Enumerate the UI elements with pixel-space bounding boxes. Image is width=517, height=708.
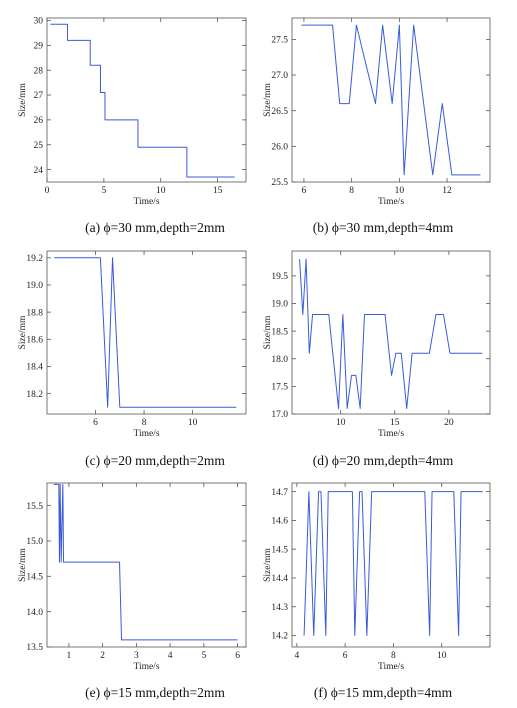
y-tick-label-f: 14.3 [271, 603, 288, 613]
x-tick-label-d: 15 [390, 418, 400, 428]
x-tick-label-b: 6 [302, 186, 307, 196]
y-tick-label-f: 14.6 [271, 517, 288, 527]
x-tick-label-f: 8 [391, 651, 396, 661]
y-tick-label-f: 14.4 [271, 574, 288, 584]
x-tick-label-c: 10 [188, 418, 198, 428]
y-tick-label-f: 14.7 [271, 488, 288, 498]
plot-frame-f [291, 482, 491, 648]
y-tick-label-e: 14.5 [26, 573, 43, 583]
caption-c: (c) ϕ=20 mm,depth=2mm [85, 453, 225, 468]
x-tick-label-a: 5 [101, 186, 106, 196]
x-tick-label-b: 10 [395, 186, 405, 196]
y-tick-label-d: 18.0 [271, 355, 288, 365]
x-tick-label-e: 2 [100, 651, 105, 661]
series-line-e [53, 483, 238, 641]
x-tick-label-e: 4 [168, 651, 173, 661]
y-tick-label-c: 19.2 [26, 254, 43, 264]
y-tick-label-a: 24 [34, 166, 44, 176]
x-axis-label-d: Time/s [378, 429, 404, 439]
x-axis-label-e: Time/s [133, 662, 159, 672]
y-tick-label-a: 28 [34, 66, 44, 76]
series-line-d [299, 258, 483, 409]
x-tick-label-a: 10 [156, 186, 166, 196]
x-tick-label-b: 8 [349, 186, 354, 196]
x-tick-label-d: 20 [444, 418, 454, 428]
y-tick-label-c: 18.6 [26, 335, 43, 345]
y-tick-label-a: 26 [34, 116, 44, 126]
x-tick-label-b: 12 [442, 186, 452, 196]
x-tick-label-e: 3 [134, 651, 139, 661]
y-tick-label-e: 15.5 [26, 502, 43, 512]
caption-a: (a) ϕ=30 mm,depth=2mm [85, 220, 225, 235]
y-tick-label-e: 13.5 [26, 643, 43, 653]
y-tick-label-c: 18.8 [26, 308, 43, 318]
x-tick-label-c: 8 [142, 418, 147, 428]
x-tick-label-f: 4 [294, 651, 299, 661]
y-tick-label-a: 30 [34, 17, 44, 27]
y-tick-label-f: 14.5 [271, 545, 288, 555]
y-axis-label-e: Size/mm [18, 548, 28, 582]
caption-b: (b) ϕ=30 mm,depth=4mm [312, 220, 454, 235]
x-tick-label-d: 10 [336, 418, 346, 428]
y-axis-label-c: Size/mm [18, 315, 28, 349]
y-tick-label-d: 19.5 [271, 272, 288, 282]
plot-frame-b [291, 17, 491, 183]
x-tick-label-e: 5 [201, 651, 206, 661]
series-line-a [50, 23, 235, 178]
y-tick-label-b: 27.5 [271, 36, 288, 46]
series-line-f [303, 491, 483, 636]
x-axis-label-f: Time/s [378, 662, 404, 672]
y-tick-label-d: 19.0 [271, 300, 288, 310]
x-tick-label-a: 15 [213, 186, 223, 196]
y-tick-label-e: 14.0 [26, 608, 43, 618]
x-axis-label-c: Time/s [133, 429, 159, 439]
series-line-b [301, 24, 481, 176]
y-tick-label-a: 25 [34, 141, 44, 151]
y-tick-label-e: 15.0 [26, 537, 43, 547]
y-axis-label-b: Size/mm [263, 83, 273, 117]
plot-frame-c [46, 250, 247, 415]
y-axis-label-f: Size/mm [263, 548, 273, 582]
y-tick-label-c: 19.0 [26, 281, 43, 291]
x-tick-label-a: 0 [45, 186, 50, 196]
x-axis-label-b: Time/s [378, 197, 404, 207]
y-tick-label-d: 17.5 [271, 383, 288, 393]
x-tick-label-f: 6 [343, 651, 348, 661]
y-tick-label-b: 26.5 [271, 107, 288, 117]
plot-frame-e [46, 482, 247, 648]
caption-f: (f) ϕ=15 mm,depth=4mm [313, 685, 453, 700]
y-tick-label-c: 18.4 [26, 363, 43, 373]
series-line-c [54, 257, 237, 408]
y-tick-label-a: 29 [34, 42, 44, 52]
y-axis-label-a: Size/mm [18, 83, 28, 117]
y-tick-label-b: 25.5 [271, 178, 288, 188]
caption-e: (e) ϕ=15 mm,depth=2mm [85, 685, 225, 700]
y-tick-label-a: 27 [34, 91, 44, 101]
y-tick-label-d: 18.5 [271, 327, 288, 337]
x-axis-label-a: Time/s [133, 197, 159, 207]
y-tick-label-b: 27.0 [271, 71, 288, 81]
x-tick-label-f: 10 [437, 651, 447, 661]
caption-d: (d) ϕ=20 mm,depth=4mm [312, 453, 454, 468]
y-tick-label-c: 18.2 [26, 390, 43, 400]
x-tick-label-e: 6 [235, 651, 240, 661]
y-tick-label-f: 14.2 [271, 632, 288, 642]
plot-frame-a [46, 17, 247, 183]
y-tick-label-b: 26.0 [271, 143, 288, 153]
x-tick-label-e: 1 [67, 651, 72, 661]
plot-frame-d [291, 250, 491, 415]
y-axis-label-d: Size/mm [263, 315, 273, 349]
x-tick-label-c: 6 [93, 418, 98, 428]
y-tick-label-d: 17.0 [271, 410, 288, 420]
